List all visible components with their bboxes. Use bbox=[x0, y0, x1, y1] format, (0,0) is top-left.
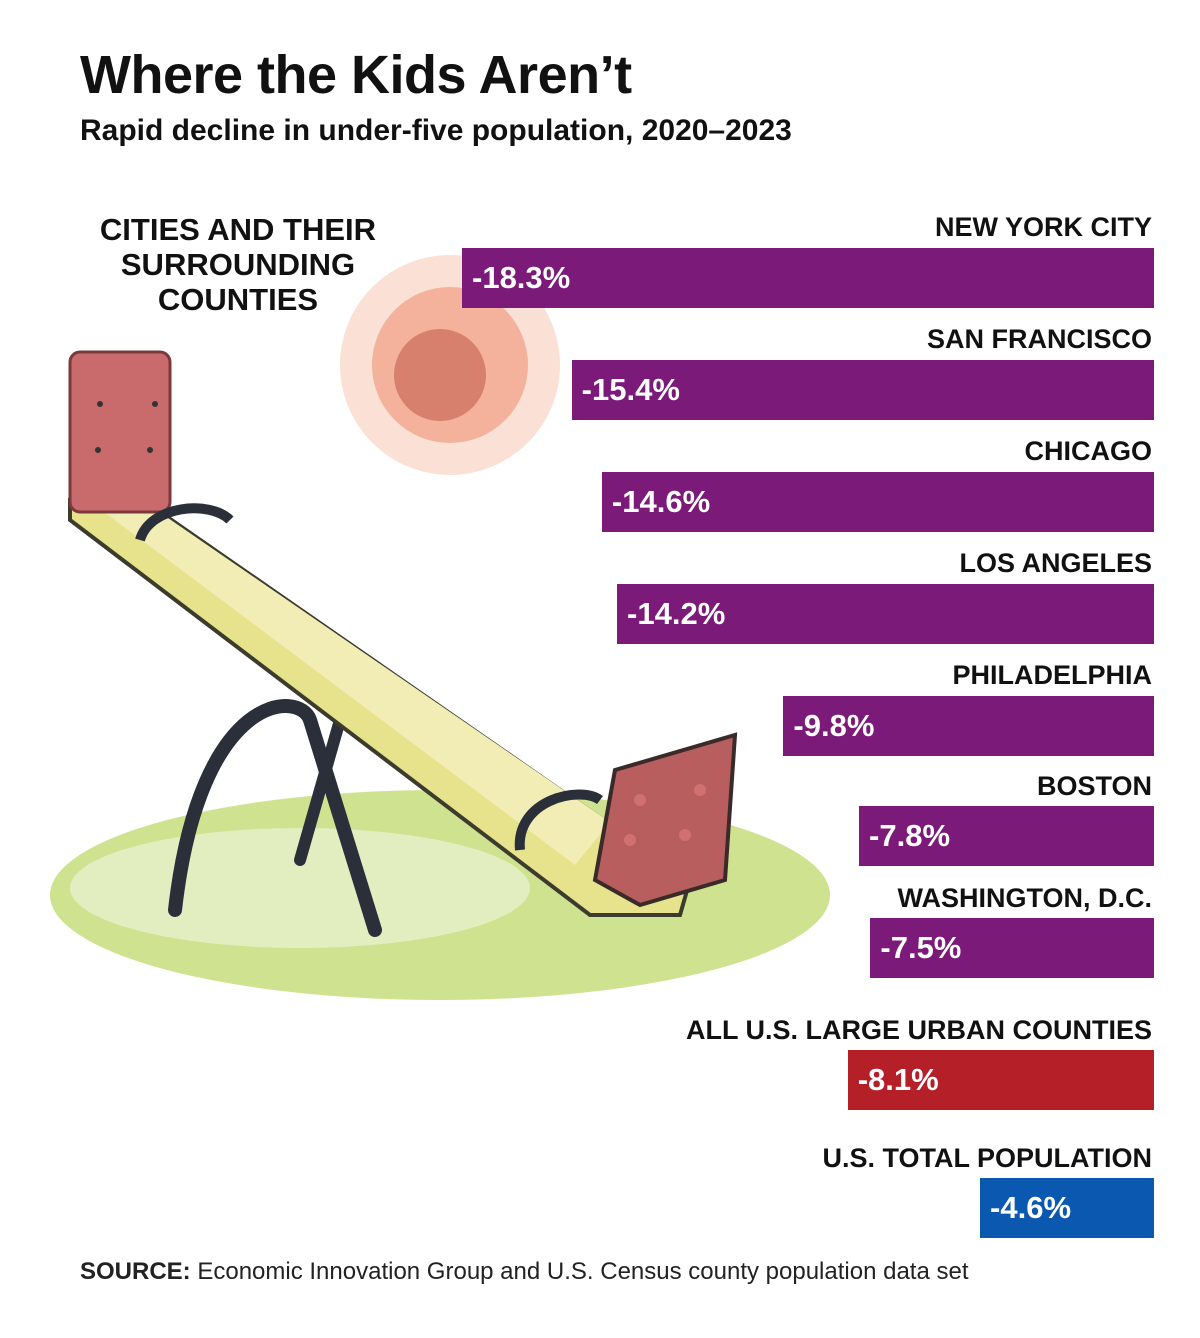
bar: -14.2% bbox=[617, 584, 1154, 644]
bar: -8.1% bbox=[847, 1050, 1154, 1110]
bar-category-label: CHICAGO bbox=[1024, 436, 1153, 466]
bar: -15.4% bbox=[571, 360, 1154, 420]
bar-category-label: ALL U.S. LARGE URBAN COUNTIES bbox=[685, 1015, 1152, 1045]
bar: -14.6% bbox=[601, 472, 1154, 532]
bar-category-label: BOSTON bbox=[1036, 771, 1152, 801]
bar-category-label: U.S. TOTAL POPULATION bbox=[822, 1143, 1152, 1173]
bar-value-label: -14.2% bbox=[627, 596, 726, 631]
sun-icon bbox=[340, 255, 560, 475]
chart-subtitle: Rapid decline in under-five population, … bbox=[80, 114, 792, 147]
bar-value-label: -7.8% bbox=[869, 818, 951, 853]
bar-category-label: LOS ANGELES bbox=[959, 548, 1152, 578]
bar-category-label: NEW YORK CITY bbox=[934, 212, 1152, 242]
bar: -4.6% bbox=[980, 1178, 1154, 1238]
bar-value-label: -14.6% bbox=[611, 484, 711, 519]
bar-value-label: -18.3% bbox=[472, 260, 571, 295]
bar: -7.5% bbox=[870, 918, 1154, 978]
bar: -18.3% bbox=[462, 248, 1154, 308]
seesaw-icon bbox=[68, 350, 738, 937]
bar-value-label: -7.5% bbox=[880, 930, 962, 965]
bar-category-label: SAN FRANCISCO bbox=[926, 324, 1152, 354]
bar-value-label: -4.6% bbox=[990, 1190, 1072, 1225]
bar-category-label: WASHINGTON, D.C. bbox=[897, 883, 1152, 913]
source-text: Economic Innovation Group and U.S. Censu… bbox=[197, 1258, 969, 1285]
bar-value-label: -8.1% bbox=[857, 1062, 939, 1097]
bar: -7.8% bbox=[859, 806, 1154, 866]
source-note: SOURCE: Economic Innovation Group and U.… bbox=[80, 1258, 968, 1286]
chart-title: Where the Kids Aren’t bbox=[80, 45, 632, 105]
bar-value-label: -9.8% bbox=[793, 708, 875, 743]
group-label: CITIES AND THEIR SURROUNDING COUNTIES bbox=[99, 212, 377, 317]
seesaw-illustration bbox=[50, 255, 830, 1000]
bar-value-label: -15.4% bbox=[581, 372, 680, 407]
bar: -9.8% bbox=[783, 696, 1154, 756]
bar-category-label: PHILADELPHIA bbox=[952, 660, 1152, 690]
source-label: SOURCE: bbox=[80, 1258, 191, 1285]
